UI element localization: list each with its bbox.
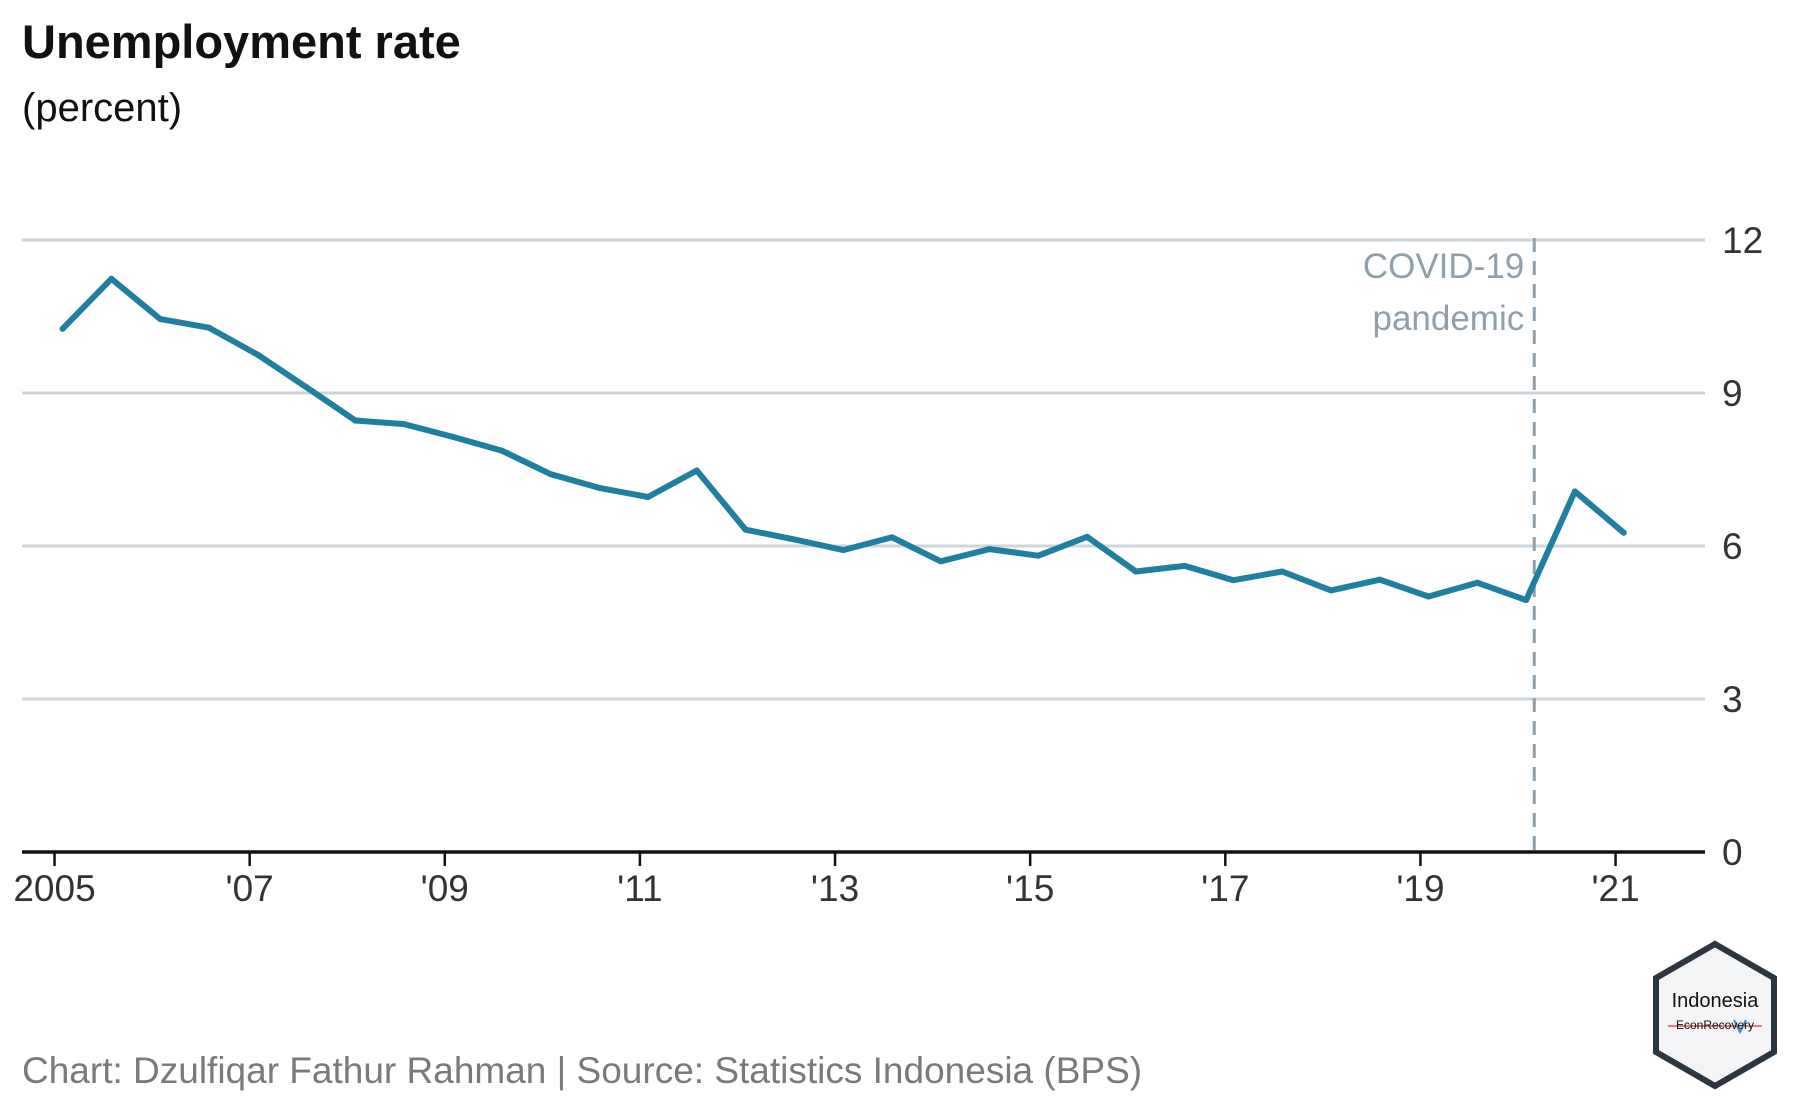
covid-annotation: COVID-19 pandemic — [1363, 238, 1536, 852]
x-tick-label: 2005 — [13, 868, 95, 909]
data-point — [547, 471, 554, 478]
y-tick-label: 9 — [1722, 373, 1743, 414]
data-point — [498, 447, 505, 454]
y-tick-label: 6 — [1722, 526, 1743, 567]
data-point — [742, 526, 749, 533]
data-point — [449, 433, 456, 440]
data-point — [1132, 568, 1139, 575]
data-point — [1474, 579, 1481, 586]
indonesia-econrecovery-logo: Indonesia EconRecovery — [1650, 940, 1780, 1090]
x-axis: 2005 '07 '09 '11 '13 '15 '17 '19 '21 — [13, 850, 1705, 909]
annotation-label: pandemic — [1372, 299, 1524, 338]
annotation-label: COVID-19 — [1363, 247, 1524, 286]
data-point — [59, 325, 66, 332]
unemployment-line-chart: 0 3 6 9 12 COVID-19 pandemic 2005 '07 '09 '11 '13… — [13, 220, 1763, 909]
data-point — [693, 467, 700, 474]
data-point — [791, 536, 798, 543]
data-point — [937, 558, 944, 565]
data-point — [645, 494, 652, 501]
data-point — [1328, 587, 1334, 594]
x-tick-label: '07 — [226, 868, 274, 909]
data-point — [157, 316, 164, 323]
logo-line1: Indonesia — [1671, 990, 1759, 1012]
data-point — [1035, 552, 1042, 559]
data-point — [303, 384, 310, 391]
data-point — [1571, 488, 1578, 495]
y-tick-label: 12 — [1722, 220, 1763, 261]
data-point — [254, 351, 261, 358]
series-layer — [59, 275, 1627, 604]
x-tick-label: '21 — [1591, 868, 1639, 909]
data-point — [840, 547, 847, 554]
y-tick-label: 3 — [1722, 679, 1743, 720]
data-point — [1084, 533, 1091, 540]
logo-line2: EconRecovery — [1675, 1018, 1755, 1032]
data-point — [596, 484, 603, 491]
x-tick-label: '09 — [421, 868, 469, 909]
x-tick-label: '15 — [1006, 868, 1054, 909]
data-point — [1230, 577, 1237, 584]
data-point — [352, 417, 359, 424]
source-caption: Chart: Dzulfiqar Fathur Rahman | Source:… — [22, 1050, 1143, 1091]
chart-subtitle: (percent) — [22, 86, 183, 130]
data-point — [986, 546, 993, 553]
hexagon-logo-icon — [1653, 940, 1777, 1090]
chart-title: Unemployment rate — [22, 15, 461, 68]
y-tick-label: 0 — [1722, 832, 1743, 873]
x-tick-label: '19 — [1396, 868, 1444, 909]
data-point — [1279, 568, 1286, 575]
data-point — [401, 421, 408, 428]
data-point — [888, 534, 895, 541]
data-point — [1620, 529, 1627, 536]
data-point — [1425, 593, 1432, 600]
gridlines: 0 3 6 9 12 — [22, 220, 1763, 873]
data-point — [108, 275, 115, 282]
data-point — [1181, 562, 1188, 569]
x-tick-label: '11 — [617, 868, 662, 909]
x-tick-label: '13 — [811, 868, 859, 909]
data-point — [1523, 597, 1530, 604]
data-point — [1376, 576, 1383, 583]
data-point — [206, 324, 212, 331]
x-tick-label: '17 — [1201, 868, 1249, 909]
